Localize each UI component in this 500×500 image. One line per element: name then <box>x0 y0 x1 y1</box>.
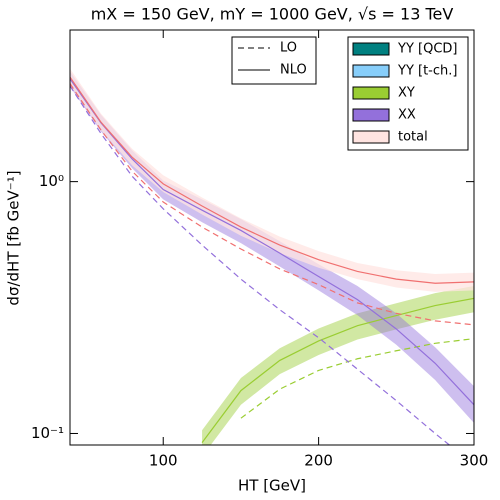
legend-box <box>231 36 317 85</box>
lines <box>70 76 474 445</box>
legend: LO NLO YY [QCD] YY [t-ch.] XY XX total <box>231 36 469 151</box>
legend-label: YY [t-ch.] <box>397 64 457 79</box>
nlo-line <box>70 78 474 406</box>
chart-title: mX = 150 GeV, mY = 1000 GeV, √s = 13 TeV <box>91 5 454 24</box>
plot-frame <box>69 29 475 446</box>
legend-label: XY <box>398 86 415 101</box>
nlo-line <box>201 297 474 443</box>
legend-swatch <box>352 108 390 122</box>
nlo-line <box>70 76 474 284</box>
y-tick-label: 10⁰ <box>39 172 64 190</box>
bands <box>70 68 474 445</box>
uncertainty-band <box>202 286 474 445</box>
lo-line <box>240 338 474 419</box>
axes: 100 200 300 10⁰ 10⁻¹ <box>31 30 488 470</box>
uncertainty-band <box>70 68 474 292</box>
legend-label: LO <box>280 41 297 56</box>
x-tick-label: 100 <box>149 452 178 470</box>
legend-swatch <box>352 64 390 78</box>
legend-swatch <box>352 42 390 56</box>
legend-swatch <box>352 86 390 100</box>
legend-label: XX <box>398 108 416 123</box>
y-tick-label: 10⁻¹ <box>31 424 64 442</box>
lo-line <box>70 83 474 326</box>
legend-label: YY [QCD] <box>397 42 457 57</box>
legend-swatch <box>352 130 390 144</box>
y-axis-label: dσ/dHT [fb GeV⁻¹] <box>5 170 23 305</box>
x-axis-label: HT [GeV] <box>238 477 306 495</box>
x-tick-label: 200 <box>304 452 333 470</box>
x-tick-label: 300 <box>460 452 489 470</box>
lo-line <box>70 85 451 445</box>
legend-label: NLO <box>280 63 307 78</box>
legend-label: total <box>398 130 428 145</box>
